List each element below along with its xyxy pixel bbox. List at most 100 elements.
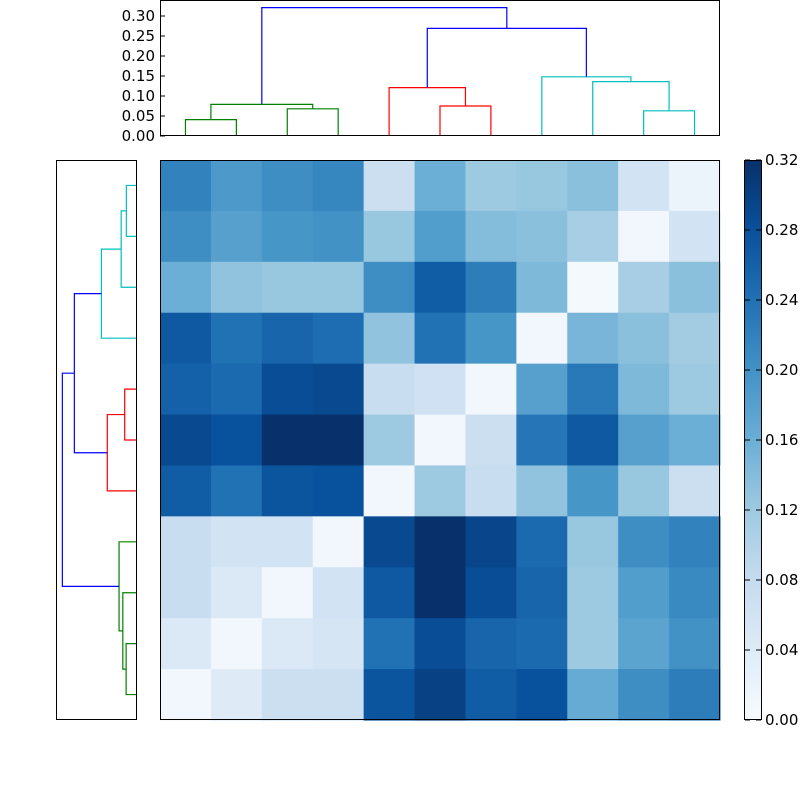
heatmap-cell-r2-c10 <box>669 261 721 314</box>
heatmap-cell-r2-c9 <box>618 261 670 314</box>
heatmap-cell-r0-c1 <box>210 160 263 212</box>
heatmap-cell-r0-c7 <box>516 160 568 212</box>
top-dendrogram-frame <box>160 0 720 136</box>
left-dendrogram-link-4 <box>106 413 136 492</box>
heatmap-cell-r0-c6 <box>465 160 517 212</box>
heatmap-cell-r1-c7 <box>516 210 568 263</box>
left-dendrogram-link-3 <box>124 388 136 441</box>
heatmap-cell-r6-c10 <box>669 465 721 517</box>
heatmap-cell-r7-c1 <box>210 516 263 568</box>
colorbar-tick-label: 0.04 <box>765 641 798 659</box>
heatmap-cell-r7-c9 <box>618 516 670 568</box>
heatmap-cell-r6-c0 <box>160 465 212 517</box>
colorbar-ticks: 0.00 0.04 0.08 0.12 0.16 0.20 0.24 0.28 0.32 <box>745 151 798 729</box>
heatmap-cell-r8-c5 <box>414 567 467 619</box>
heatmap <box>160 160 721 721</box>
heatmap-cell-r9-c5 <box>414 618 467 670</box>
colorbar-frame <box>744 160 762 720</box>
heatmap-cell-r10-c8 <box>567 669 619 721</box>
left-dendrogram-link-7 <box>122 592 136 670</box>
heatmap-cell-r2-c8 <box>567 261 619 314</box>
heatmap-cell-r1-c5 <box>414 210 467 263</box>
heatmap-cell-r3-c3 <box>312 312 365 365</box>
colorbar-tick-label: 0.20 <box>765 361 798 379</box>
heatmap-cell-r8-c0 <box>160 567 212 619</box>
heatmap-cell-r2-c3 <box>312 261 365 314</box>
heatmap-cell-r4-c1 <box>210 363 263 416</box>
heatmap-cell-r4-c2 <box>261 363 314 416</box>
heatmap-cell-r5-c10 <box>669 414 721 467</box>
colorbar-tick-label: 0.00 <box>765 711 798 729</box>
heatmap-cell-r0-c3 <box>312 160 365 212</box>
left-dendrogram-link-5 <box>73 293 108 454</box>
heatmap-cell-r9-c8 <box>567 618 619 670</box>
heatmap-cell-r9-c6 <box>465 618 517 670</box>
top-dendrogram-link-3 <box>439 105 492 136</box>
heatmap-cell-r3-c10 <box>669 312 721 365</box>
heatmap-cell-r7-c0 <box>160 516 212 568</box>
top-dendrogram-link-2 <box>210 103 314 120</box>
top-dendrogram-tick-label: 0.10 <box>122 87 155 105</box>
heatmap-cell-r8-c8 <box>567 567 619 619</box>
heatmap-cell-r9-c9 <box>618 618 670 670</box>
top-dendrogram-tick-label: 0.30 <box>122 7 155 25</box>
colorbar-tick-label: 0.16 <box>765 431 798 449</box>
heatmap-cell-r4-c4 <box>363 363 416 416</box>
heatmap-cell-r0-c2 <box>261 160 314 212</box>
heatmap-cell-r9-c1 <box>210 618 263 670</box>
left-dendrogram-frame <box>56 160 137 720</box>
heatmap-cell-r3-c7 <box>516 312 568 365</box>
heatmap-cell-r5-c9 <box>618 414 670 467</box>
top-dendrogram-link-1 <box>286 108 339 136</box>
heatmap-cell-r10-c7 <box>516 669 568 721</box>
top-dendrogram-link-4 <box>388 87 467 136</box>
heatmap-cell-r10-c4 <box>363 669 416 721</box>
heatmap-cell-r6-c6 <box>465 465 517 517</box>
heatmap-cell-r9-c7 <box>516 618 568 670</box>
heatmap-cell-r8-c1 <box>210 567 263 619</box>
heatmap-cell-r9-c3 <box>312 618 365 670</box>
heatmap-cell-r2-c4 <box>363 261 416 314</box>
heatmap-cell-r6-c3 <box>312 465 365 517</box>
left-dendrogram-link-1 <box>120 210 136 288</box>
heatmap-cell-r10-c10 <box>669 669 721 721</box>
heatmap-cell-r3-c2 <box>261 312 314 365</box>
heatmap-cell-r8-c4 <box>363 567 416 619</box>
heatmap-cell-r4-c9 <box>618 363 670 416</box>
heatmap-cell-r1-c8 <box>567 210 619 263</box>
heatmap-cell-r7-c7 <box>516 516 568 568</box>
heatmap-cell-r9-c4 <box>363 618 416 670</box>
top-dendrogram-links <box>184 7 696 136</box>
top-dendrogram-tick-label: 0.25 <box>122 27 155 45</box>
heatmap-cell-r1-c1 <box>210 210 263 263</box>
heatmap-cell-r3-c1 <box>210 312 263 365</box>
heatmap-cell-r3-c0 <box>160 312 212 365</box>
heatmap-cell-r8-c10 <box>669 567 721 619</box>
top-dendrogram-y-axis: 0.00 0.05 0.10 0.15 0.20 0.25 0.30 <box>122 7 165 145</box>
heatmap-cell-r6-c1 <box>210 465 263 517</box>
colorbar-tick-label: 0.32 <box>765 151 798 169</box>
heatmap-cell-r5-c4 <box>363 414 416 467</box>
heatmap-cell-r10-c5 <box>414 669 467 721</box>
heatmap-cell-r10-c6 <box>465 669 517 721</box>
left-dendrogram <box>56 160 137 720</box>
heatmap-cell-r3-c4 <box>363 312 416 365</box>
heatmap-cell-r5-c7 <box>516 414 568 467</box>
heatmap-cell-r0-c8 <box>567 160 619 212</box>
heatmap-cell-r4-c3 <box>312 363 365 416</box>
heatmap-cell-r7-c2 <box>261 516 314 568</box>
heatmap-cell-r5-c0 <box>160 414 212 467</box>
top-dendrogram-tick-label: 0.20 <box>122 47 155 65</box>
top-dendrogram-tick-label: 0.00 <box>122 127 155 145</box>
heatmap-cell-r2-c2 <box>261 261 314 314</box>
heatmap-cell-r2-c0 <box>160 261 212 314</box>
heatmap-cell-r1-c9 <box>618 210 670 263</box>
top-dendrogram-link-0 <box>184 119 237 136</box>
heatmap-cell-r5-c5 <box>414 414 467 467</box>
heatmap-cell-r0-c0 <box>160 160 212 212</box>
heatmap-cell-r2-c1 <box>210 261 263 314</box>
heatmap-cell-r0-c9 <box>618 160 670 212</box>
heatmap-cell-r10-c1 <box>210 669 263 721</box>
heatmap-cell-r3-c8 <box>567 312 619 365</box>
top-dendrogram-link-5 <box>643 110 696 136</box>
